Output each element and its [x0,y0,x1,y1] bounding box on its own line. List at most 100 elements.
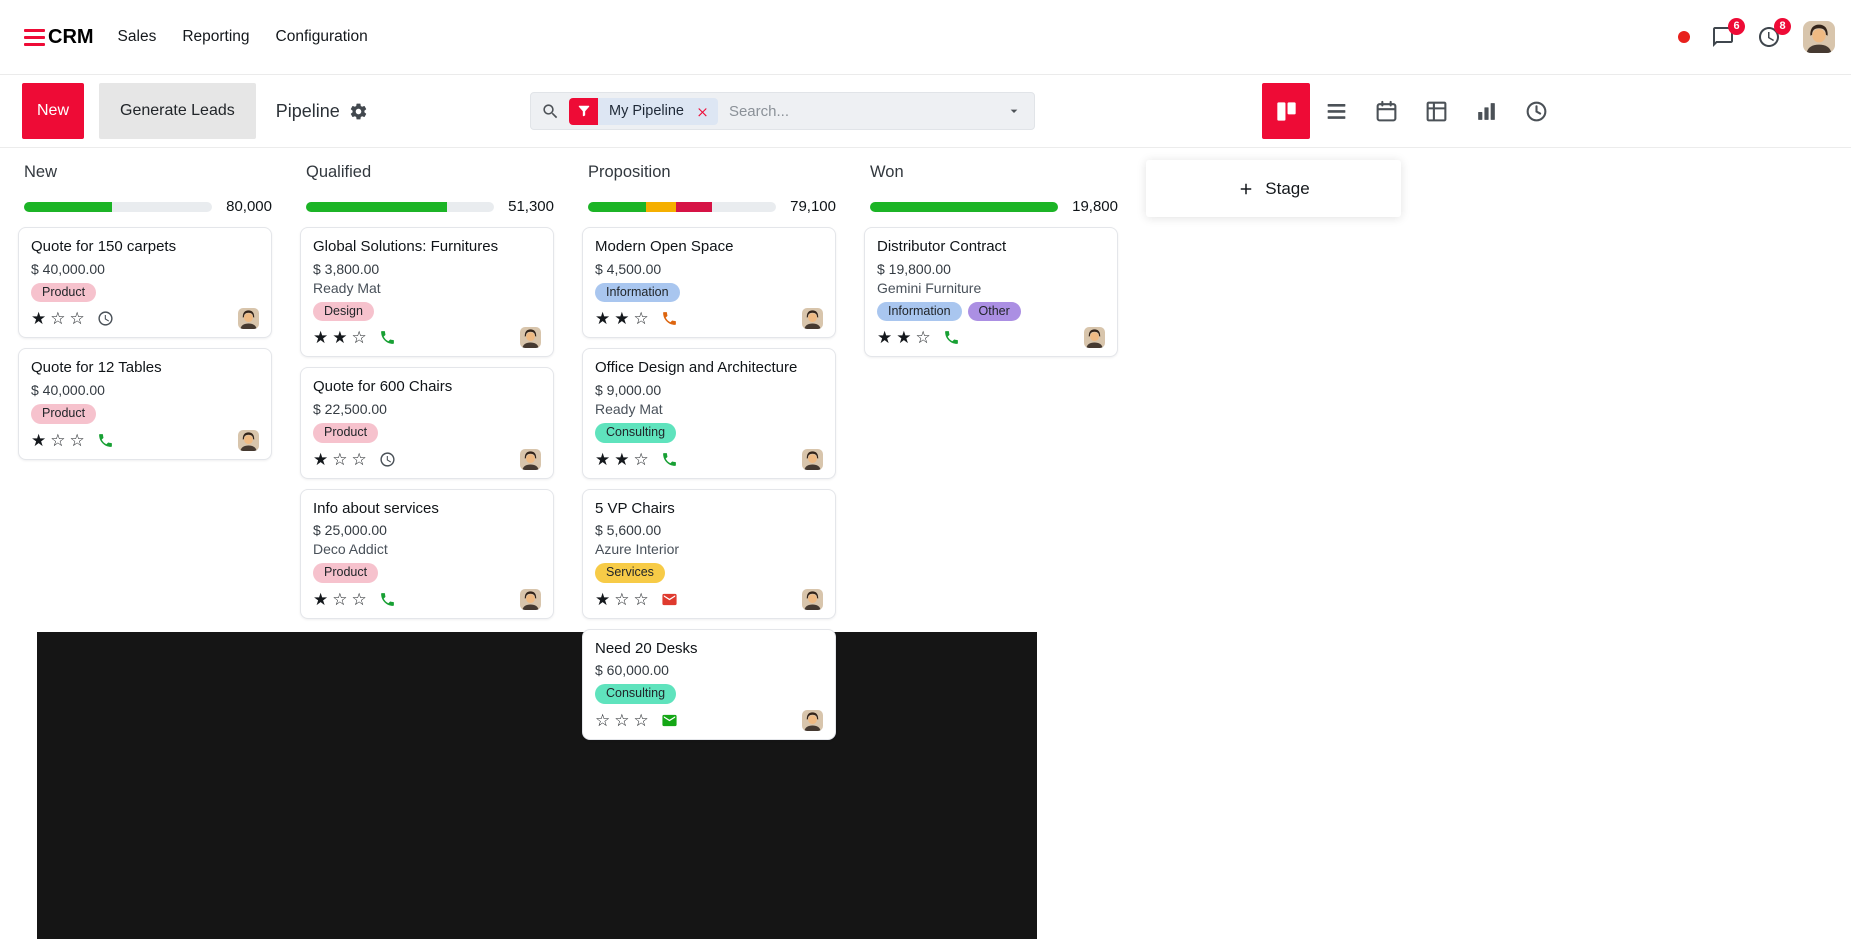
phone-activity-icon[interactable] [97,432,114,449]
priority-star-empty-icon[interactable]: ☆ [351,449,367,469]
priority-star-empty-icon[interactable]: ☆ [50,430,66,450]
menu-item-sales[interactable]: Sales [117,28,157,45]
add-record-plus-icon[interactable] [814,162,834,182]
priority-star-empty-icon[interactable]: ☆ [633,589,649,609]
column-progressbar[interactable] [306,201,495,212]
phone-activity-icon[interactable] [379,329,396,346]
kanban-card[interactable]: Office Design and Architecture $ 9,000.0… [582,348,836,479]
apps-menu-toggle-icon[interactable] [24,28,45,46]
add-record-plus-icon[interactable] [250,162,270,182]
clock-activity-icon[interactable] [379,451,396,468]
priority-stars[interactable]: ★ ☆ ☆ [595,591,649,608]
view-switch-kanban[interactable] [1262,83,1310,139]
priority-star-filled-icon[interactable]: ★ [31,430,47,450]
priority-star-empty-icon[interactable]: ☆ [595,711,611,730]
view-switch-activity[interactable] [1512,83,1560,139]
priority-stars[interactable]: ☆ ☆ ☆ [595,712,649,729]
envelope-activity-icon[interactable] [661,712,678,729]
facet-label[interactable]: My Pipeline [598,97,693,125]
envelope-activity-icon[interactable] [661,591,678,608]
priority-stars[interactable]: ★ ☆ ☆ [313,451,367,468]
assignee-avatar[interactable] [802,448,823,470]
priority-star-filled-icon[interactable]: ★ [614,449,630,469]
priority-star-filled-icon[interactable]: ★ [877,328,893,348]
view-switch-calendar[interactable] [1362,83,1410,139]
priority-star-filled-icon[interactable]: ★ [313,449,329,469]
activities-icon[interactable]: 8 [1757,17,1791,50]
priority-star-empty-icon[interactable]: ☆ [332,449,348,469]
kanban-card[interactable]: Quote for 12 Tables $ 40,000.00 Product … [18,348,272,460]
add-stage-button[interactable]: Stage [1146,160,1401,217]
priority-star-filled-icon[interactable]: ★ [896,328,912,348]
menu-item-configuration[interactable]: Configuration [275,28,368,45]
priority-star-empty-icon[interactable]: ☆ [351,328,367,348]
priority-star-empty-icon[interactable]: ☆ [50,309,66,329]
phone-activity-icon[interactable] [943,329,960,346]
kanban-card[interactable]: Need 20 Desks $ 60,000.00 Consulting ☆ ☆ ☆ [582,628,836,740]
assignee-avatar[interactable] [1084,327,1105,349]
progress-segment-green[interactable] [24,201,113,212]
priority-star-empty-icon[interactable]: ☆ [351,589,367,609]
column-progressbar[interactable] [870,201,1059,212]
priority-stars[interactable]: ★ ☆ ☆ [313,591,367,608]
chevron-down-icon[interactable] [1006,103,1022,119]
assignee-avatar[interactable] [238,308,259,330]
view-switch-list[interactable] [1312,83,1360,139]
column-progressbar[interactable] [588,201,777,212]
generate-leads-button[interactable]: Generate Leads [99,83,256,139]
priority-stars[interactable]: ★ ☆ ☆ [31,432,85,449]
facet-remove-icon[interactable] [692,97,718,125]
settings-gear-icon[interactable] [349,102,368,121]
assignee-avatar[interactable] [802,588,823,610]
add-record-plus-icon[interactable] [1096,162,1116,182]
new-button[interactable]: New [22,83,84,139]
assignee-avatar[interactable] [802,308,823,330]
phone-activity-icon[interactable] [379,591,396,608]
search-bar[interactable]: My Pipeline [530,92,1035,130]
priority-star-empty-icon[interactable]: ☆ [633,309,649,329]
priority-star-empty-icon[interactable]: ☆ [633,711,649,730]
priority-star-empty-icon[interactable]: ☆ [69,430,85,450]
column-title[interactable]: New [24,162,58,181]
kanban-card[interactable]: Global Solutions: Furnitures $ 3,800.00 … [300,227,554,358]
search-input[interactable] [726,101,997,121]
priority-star-filled-icon[interactable]: ★ [595,449,611,469]
kanban-card[interactable]: 5 VP Chairs $ 5,600.00 Azure Interior Se… [582,488,836,619]
column-title[interactable]: Proposition [588,162,671,181]
priority-star-filled-icon[interactable]: ★ [313,328,329,348]
progress-segment-red[interactable] [676,201,713,212]
menu-item-reporting[interactable]: Reporting [182,28,250,45]
kanban-card[interactable]: Quote for 600 Chairs $ 22,500.00 Product… [300,367,554,479]
priority-star-filled-icon[interactable]: ★ [332,328,348,348]
phone-activity-icon[interactable] [661,451,678,468]
priority-star-empty-icon[interactable]: ☆ [614,711,630,730]
priority-star-filled-icon[interactable]: ★ [595,309,611,329]
priority-star-empty-icon[interactable]: ☆ [915,328,931,348]
kanban-card[interactable]: Quote for 150 carpets $ 40,000.00 Produc… [18,227,272,339]
assignee-avatar[interactable] [520,327,541,349]
priority-stars[interactable]: ★ ☆ ☆ [31,310,85,327]
column-title[interactable]: Won [870,162,904,181]
priority-stars[interactable]: ★ ★ ☆ [313,329,367,346]
kanban-card[interactable]: Modern Open Space $ 4,500.00 Information… [582,227,836,339]
priority-star-empty-icon[interactable]: ☆ [69,309,85,329]
assignee-avatar[interactable] [802,710,823,731]
kanban-card[interactable]: Distributor Contract $ 19,800.00 Gemini … [864,227,1118,358]
progress-segment-yellow[interactable] [646,201,677,212]
user-avatar[interactable] [1803,21,1835,53]
priority-star-filled-icon[interactable]: ★ [595,589,611,609]
progress-segment-green[interactable] [306,201,448,212]
clock-activity-icon[interactable] [97,310,114,327]
view-switch-graph[interactable] [1462,83,1510,139]
add-record-plus-icon[interactable] [532,162,552,182]
column-progressbar[interactable] [24,201,213,212]
view-switch-pivot[interactable] [1412,83,1460,139]
priority-star-filled-icon[interactable]: ★ [614,309,630,329]
priority-star-empty-icon[interactable]: ☆ [332,589,348,609]
progress-segment-green[interactable] [870,201,1059,212]
progress-segment-green[interactable] [588,201,647,212]
priority-stars[interactable]: ★ ★ ☆ [595,451,649,468]
priority-star-filled-icon[interactable]: ★ [313,589,329,609]
phone-activity-icon[interactable] [661,310,678,327]
app-brand[interactable]: CRM [48,25,94,48]
